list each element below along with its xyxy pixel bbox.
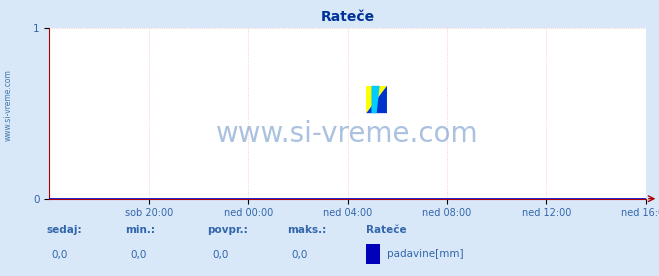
Text: 0,0: 0,0 [292,250,308,260]
Text: 0,0: 0,0 [51,250,67,260]
Text: povpr.:: povpr.: [208,225,248,235]
Title: Rateče: Rateče [320,10,375,24]
Text: www.si-vreme.com: www.si-vreme.com [216,120,479,148]
Polygon shape [372,86,380,113]
Text: 0,0: 0,0 [130,250,146,260]
Text: Rateče: Rateče [366,225,407,235]
Text: sedaj:: sedaj: [46,225,82,235]
Text: 0,0: 0,0 [213,250,229,260]
Polygon shape [366,86,387,113]
Polygon shape [366,86,387,113]
Text: maks.:: maks.: [287,225,326,235]
Text: min.:: min.: [125,225,156,235]
Text: padavine[mm]: padavine[mm] [387,249,463,259]
Text: www.si-vreme.com: www.si-vreme.com [3,69,13,141]
